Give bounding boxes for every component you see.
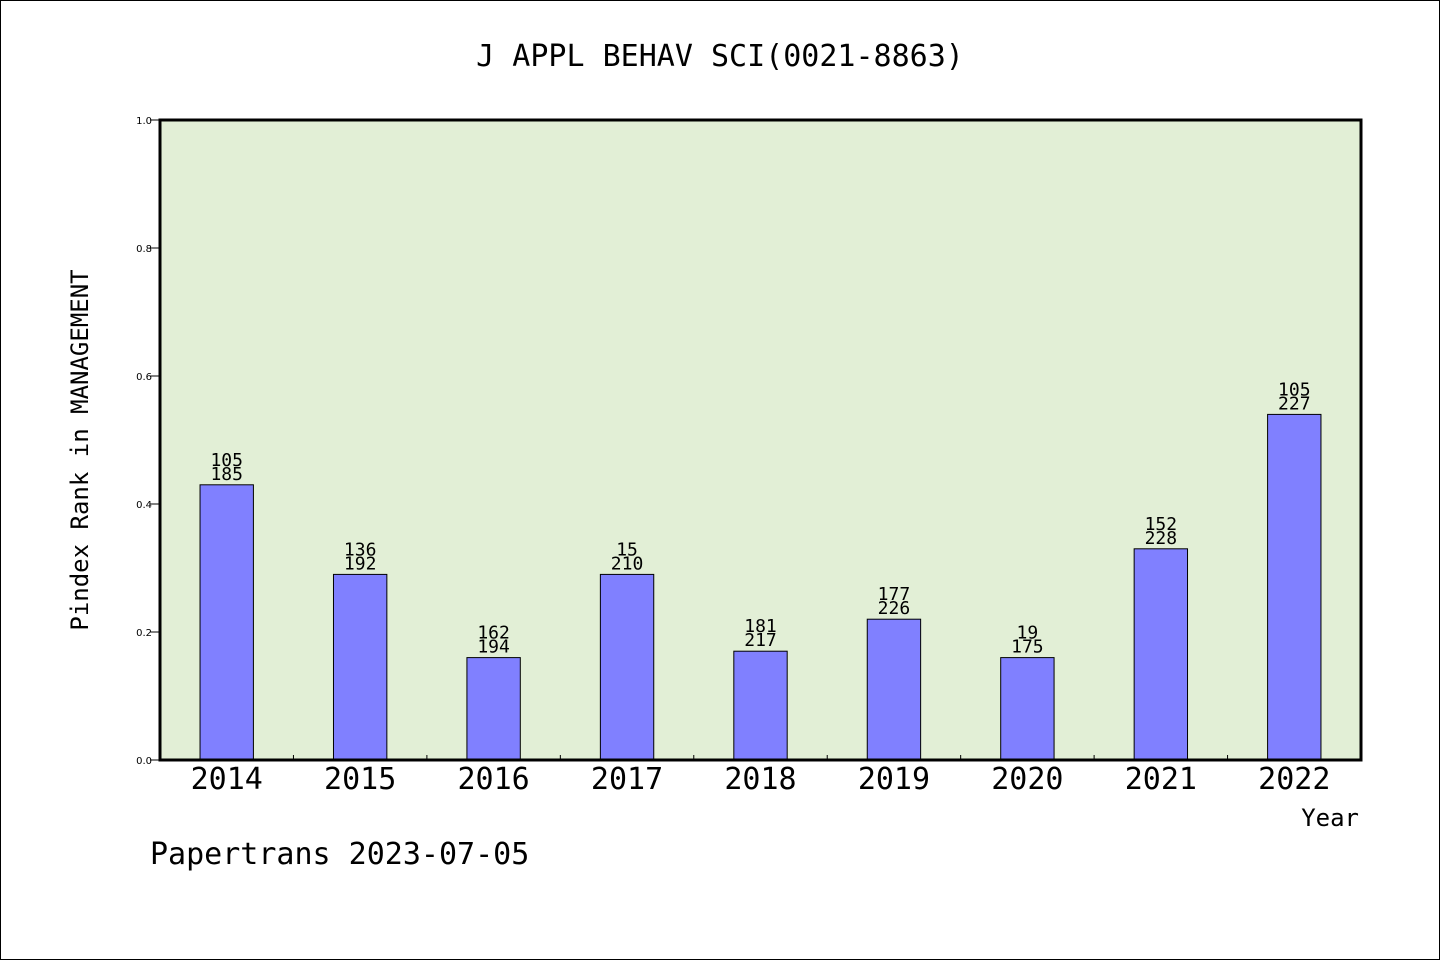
x-axis: 2014 2015 2016 2017 2018 2019 2020 2021 2022	[191, 755, 1330, 797]
credit-text: Papertrans 2023-07-05	[150, 837, 529, 872]
bar-rank-label-2018: 181	[744, 616, 777, 637]
y-tick-label: 0.6	[136, 372, 152, 383]
bar-2021	[1133, 548, 1189, 761]
chart-title: J APPL BEHAV SCI(0021-8863)	[476, 39, 964, 74]
bar-2017	[599, 573, 655, 761]
bar-total-label-2018: 217	[744, 630, 777, 651]
bar-labels-layer: 1051851361921621941521018121717722619175…	[210, 379, 1310, 657]
y-tick-label: 0.8	[136, 244, 152, 255]
x-tick-label-2018: 2018	[724, 762, 796, 797]
y-tick-label: 1.0	[136, 116, 152, 127]
bars-layer	[199, 413, 1322, 761]
bar-rank-label-2014: 105	[210, 450, 243, 471]
y-tick-label: 0.2	[136, 628, 152, 639]
bar-total-label-2022: 227	[1278, 393, 1311, 414]
bar-2019	[866, 618, 922, 761]
bar-total-label-2015: 192	[344, 553, 377, 574]
bar-2018	[733, 650, 788, 761]
x-tick-label-2022: 2022	[1258, 762, 1330, 797]
bar-2016	[466, 657, 521, 761]
bar-total-label-2020: 175	[1011, 637, 1044, 658]
bar-2022	[1267, 413, 1322, 761]
bar-rank-label-2020: 19	[1017, 623, 1039, 644]
plot-border	[158, 118, 1363, 762]
bar-total-label-2016: 194	[477, 637, 510, 658]
y-axis: 0.0 0.2 0.4 0.6 0.8 1.0	[136, 116, 160, 767]
x-tick-label-2015: 2015	[324, 762, 396, 797]
x-tick-label-2016: 2016	[457, 762, 529, 797]
x-tick-label-2014: 2014	[191, 762, 263, 797]
bar-total-label-2014: 185	[210, 464, 243, 485]
y-axis-label: Pindex Rank in MANAGEMENT	[66, 269, 94, 630]
y-tick-label: 0.4	[136, 500, 152, 511]
y-tick-label: 0.0	[136, 756, 152, 767]
bar-total-label-2017: 210	[611, 553, 644, 574]
bar-total-label-2021: 228	[1145, 528, 1178, 549]
bar-rank-label-2017: 15	[616, 539, 638, 560]
x-tick-label-2017: 2017	[591, 762, 663, 797]
bar-rank-label-2021: 152	[1145, 514, 1178, 535]
bar-total-label-2019: 226	[878, 598, 911, 619]
x-axis-label: Year	[1301, 804, 1359, 832]
bar-rank-label-2015: 136	[344, 539, 377, 560]
bar-2020	[1000, 657, 1055, 761]
x-tick-label-2019: 2019	[858, 762, 930, 797]
x-tick-label-2020: 2020	[991, 762, 1063, 797]
x-tick-label-2021: 2021	[1125, 762, 1197, 797]
bar-2015	[332, 573, 388, 761]
bar-rank-label-2016: 162	[477, 623, 510, 644]
bar-2014	[199, 484, 254, 761]
bar-rank-label-2019: 177	[878, 584, 911, 605]
bar-rank-label-2022: 105	[1278, 379, 1311, 400]
